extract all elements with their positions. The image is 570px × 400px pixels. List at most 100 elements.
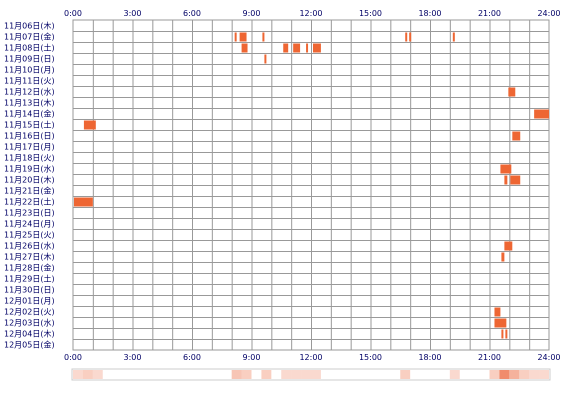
row-date-label: 11月28日(金) [4,263,55,273]
row-date-label: 11月29日(土) [4,274,55,284]
time-tick-label: 12:00 [299,9,322,18]
time-tick-label: 3:00 [124,9,142,18]
event-block [74,197,93,207]
event-block [293,43,301,53]
heat-strip-cell [311,370,321,379]
time-tick-label: 9:00 [243,353,261,362]
row-date-label: 11月11日(火) [4,77,55,86]
row-date-label: 11月17日(月) [4,143,55,152]
event-blocks [74,32,549,339]
row-date-label: 11月21日(金) [4,186,55,196]
heat-strip-cell [529,370,540,379]
heat-strip-cell [261,370,272,379]
event-block [500,164,512,174]
summary-heat-strip [71,368,551,381]
time-tick-label: 18:00 [418,9,441,18]
row-date-label: 11月13日(木) [4,98,55,108]
event-block [501,252,505,262]
event-block [534,109,549,119]
time-tick-label: 9:00 [243,9,261,18]
time-tick-label: 18:00 [418,353,441,362]
event-block [501,329,504,339]
row-date-label: 11月09日(日) [4,55,55,64]
row-date-label: 12月04日(木) [4,329,55,339]
row-date-label: 12月01日(月) [4,297,55,306]
event-block [510,175,521,185]
time-tick-label: 24:00 [537,9,560,18]
event-block [262,32,265,42]
top-time-axis: 0:00 3:00 6:00 9:00 12:00 15:00 18:00 21:00 24:0… [64,9,561,18]
grid [72,19,550,351]
event-block [264,54,267,64]
time-tick-label: 12:00 [299,353,322,362]
row-date-label: 11月07日(金) [4,32,55,42]
row-date-label: 11月06日(木) [4,21,55,31]
heat-strip-cell [400,370,411,379]
heat-strip-cell [281,370,292,379]
row-date-label: 11月27日(木) [4,252,55,262]
bottom-time-axis: 0:00 3:00 6:00 9:00 12:00 15:00 18:00 21:00 24:0… [64,353,561,362]
row-date-label: 11月10日(月) [4,66,55,75]
heat-strip-cell [301,370,311,379]
row-date-label: 11月22日(土) [4,197,55,207]
event-block [512,131,521,141]
time-tick-label: 21:00 [478,353,501,362]
heat-strip-cell [449,370,460,379]
row-date-label: 11月26日(水) [4,241,55,251]
event-block [234,32,237,42]
heat-strip-cell [489,370,500,379]
heat-strip-cell [73,370,83,379]
heat-strip-cell [291,370,302,379]
time-tick-label: 15:00 [359,9,382,18]
row-date-label: 11月14日(金) [4,109,55,119]
event-block [312,43,321,53]
row-date-label: 11月08日(土) [4,43,55,53]
event-block [83,120,96,130]
time-tick-label: 0:00 [64,353,82,362]
time-tick-label: 6:00 [183,9,201,18]
row-date-label: 11月25日(火) [4,231,55,240]
event-block [504,241,513,251]
heat-strip-cell [241,370,252,379]
time-tick-label: 6:00 [183,353,201,362]
event-block [306,43,309,53]
heat-strip-cell [82,370,93,379]
event-block [241,43,248,53]
event-block [505,329,508,339]
row-date-label: 11月18日(火) [4,154,55,163]
row-date-label: 11月30日(日) [4,286,55,295]
time-tick-label: 0:00 [64,9,82,18]
heat-strip-cell [499,370,510,379]
event-block [405,32,408,42]
heat-strip-cell [231,370,242,379]
event-block [494,318,507,328]
event-block [239,32,247,42]
time-tick-label: 3:00 [124,353,142,362]
heat-strip-cell [92,370,103,379]
event-block [452,32,455,42]
event-block [508,87,516,97]
row-date-label: 12月02日(火) [4,308,55,317]
event-block [494,307,501,317]
time-tick-label: 21:00 [478,9,501,18]
row-date-label: 11月12日(水) [4,87,55,97]
row-date-label: 11月19日(水) [4,164,55,174]
time-tick-label: 24:00 [537,353,560,362]
time-tick-label: 15:00 [359,353,382,362]
event-block [283,43,289,53]
heat-strip-cell [519,370,530,379]
row-date-label: 11月15日(土) [4,120,55,130]
heat-strip-frame [71,368,551,381]
event-block [504,175,508,185]
row-date-label: 11月23日(日) [4,209,55,218]
heat-strip-cell [539,370,549,379]
row-labels: 11月06日(木)11月07日(金)11月08日(土) 11月09日(日) 11月1… [4,21,55,350]
event-block [409,32,412,42]
row-date-label: 12月03日(水) [4,318,55,328]
row-date-label: 11月20日(木) [4,175,55,185]
row-date-label: 11月16日(日) [4,132,55,141]
heat-strip-cell [509,370,520,379]
row-date-label: 12月05日(金) [4,340,55,350]
row-date-label: 11月24日(月) [4,220,55,229]
